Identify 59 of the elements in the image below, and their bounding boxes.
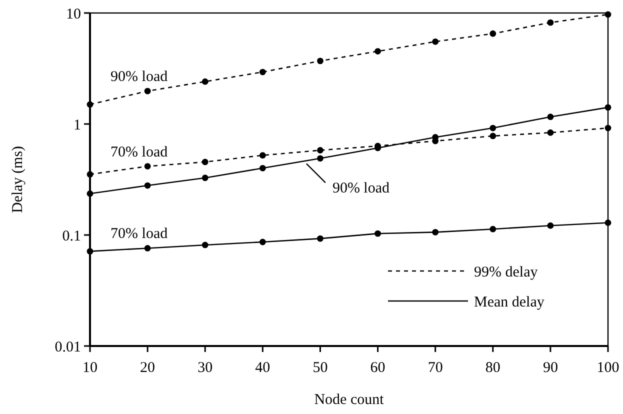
point [317,235,324,242]
y-tick-label: 0.1 [62,228,81,244]
point [432,38,439,45]
point [547,19,554,26]
point [86,248,94,255]
y-tick-label: 10 [66,6,81,22]
point [202,242,208,248]
point [259,68,266,76]
point [374,230,381,237]
point [604,124,612,132]
series-label: 70% load [110,226,168,242]
point [604,220,612,226]
x-tick-label: 100 [596,360,620,376]
point [547,114,554,120]
point [259,164,266,172]
point [317,147,324,154]
point [547,129,554,136]
series-label: 90% load [332,180,390,197]
point [259,238,266,246]
point [604,11,612,18]
annotation: Mean delay [474,294,545,310]
point [144,245,151,252]
x-tick-label: 80 [485,360,500,376]
point [86,190,94,197]
point [144,182,151,189]
x-tick-label: 90 [542,360,558,376]
point [490,132,496,140]
point [259,152,266,159]
point [317,58,324,64]
point [202,158,208,166]
point [432,134,439,140]
x-tick-label: 40 [255,360,270,376]
point [374,48,381,54]
y-axis-title: Delay (ms) [10,146,26,214]
point [547,222,554,229]
point [604,104,612,111]
x-axis-title: Node count [314,392,385,408]
point [490,124,496,132]
series-label: 70% load [110,144,168,160]
x-tick-label: 70 [428,360,443,376]
x-tick-label: 60 [370,360,386,376]
x-tick-label: 30 [198,360,213,376]
x-tick-label: 10 [82,360,98,376]
y-tick-label: 1 [74,117,81,134]
point [86,101,94,108]
x-tick-label: 50 [312,360,328,376]
point [202,174,208,182]
annotation: 99% delay [474,264,538,280]
series-label: 90% load [110,69,168,86]
point [490,30,496,37]
point [202,78,208,85]
x-tick-label: 20 [140,360,156,376]
point [144,163,151,170]
point [317,155,324,162]
point [86,171,94,178]
y-tick-label: 0.01 [54,339,81,356]
point [144,88,151,94]
point [432,228,439,236]
point [490,226,496,232]
